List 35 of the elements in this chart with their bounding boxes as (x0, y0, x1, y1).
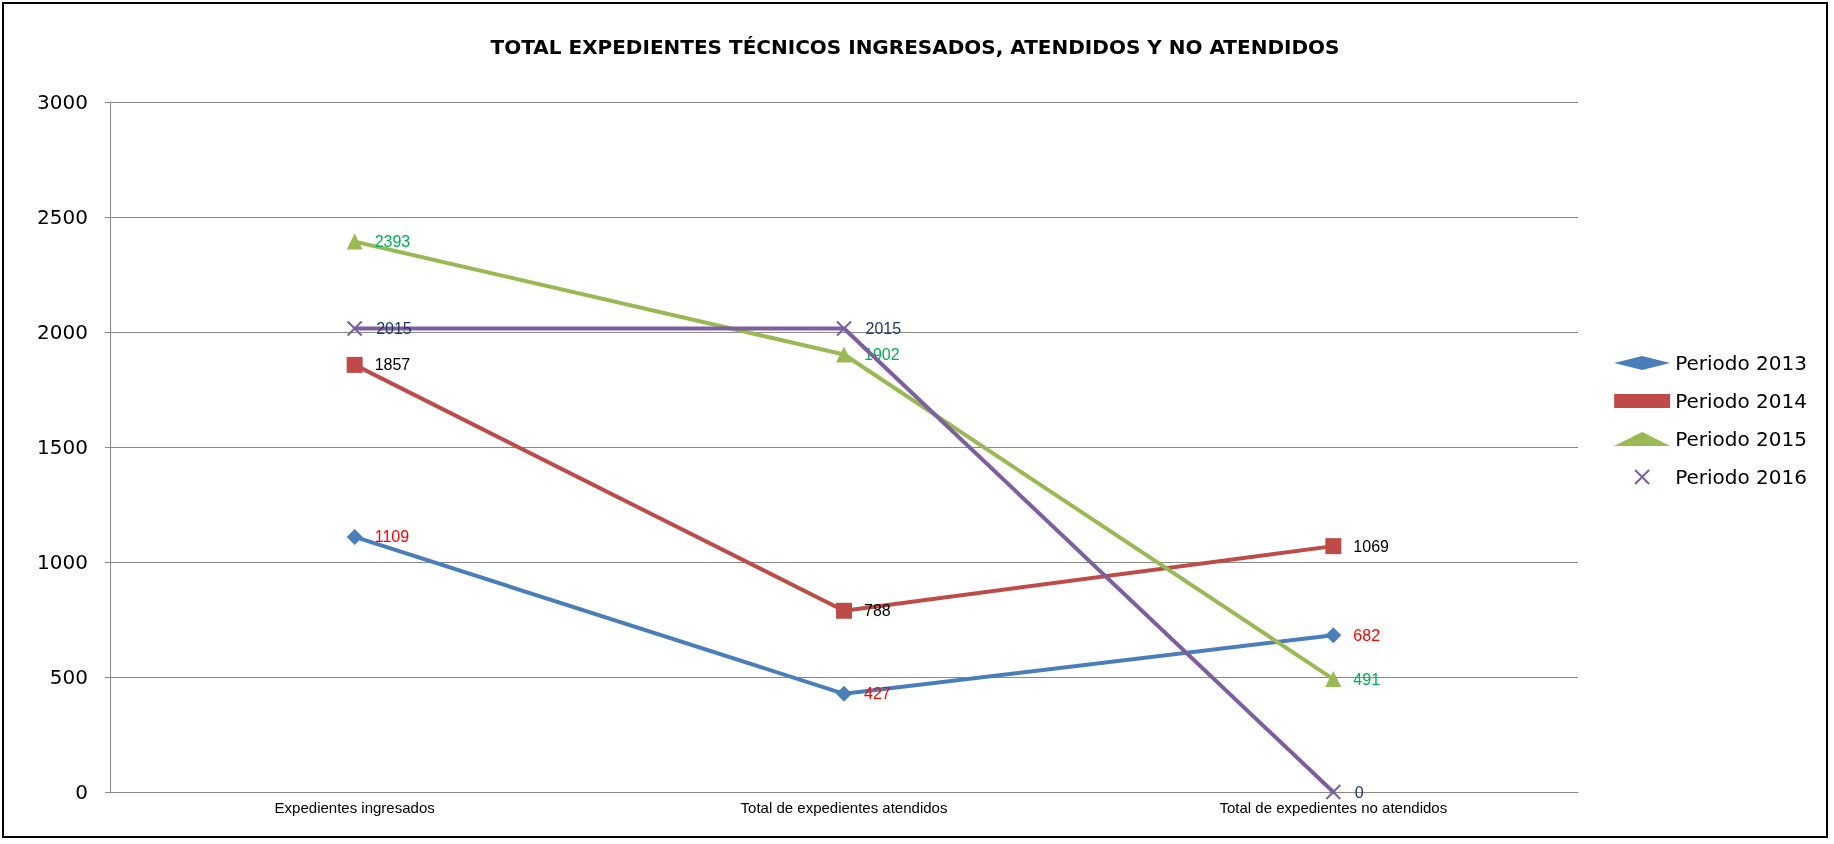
point (836, 346, 852, 363)
data-label: 1109 (374, 528, 410, 546)
data-label: 1069 (1353, 537, 1390, 555)
data-label: 682 (1353, 626, 1381, 644)
point (1325, 627, 1342, 644)
y-tick-label: 0 (75, 780, 88, 804)
legend-label: Periodo 2014 (1675, 389, 1807, 413)
y-tick-label: 500 (49, 665, 88, 689)
legend-label: Periodo 2015 (1675, 427, 1807, 451)
point (1325, 784, 1342, 800)
chart-title: TOTAL EXPEDIENTES TÉCNICOS INGRESADOS, ATENDIDOS Y NO ATENDIDOS (490, 35, 1340, 59)
data-label: 0 (1354, 783, 1364, 801)
data-label: 2015 (865, 320, 902, 338)
y-tick-label: 1500 (37, 435, 88, 459)
y-tick-label: 2500 (37, 205, 88, 229)
point (346, 528, 363, 545)
data-label: 2393 (374, 233, 411, 251)
x-tick-label: Total de expedientes no atendidos (1219, 799, 1448, 816)
point (346, 233, 363, 250)
point (346, 320, 363, 337)
legend-label: Periodo 2016 (1675, 465, 1807, 489)
legend-label: Periodo 2013 (1675, 351, 1807, 375)
point (1325, 671, 1342, 688)
y-tick-label: 2000 (37, 320, 88, 344)
y-tick-label: 1000 (37, 550, 88, 574)
point (836, 602, 852, 619)
data-label: 491 (1353, 670, 1381, 688)
point (346, 356, 363, 373)
y-tick-label: 3000 (37, 90, 88, 114)
data-label: 1857 (374, 356, 411, 374)
x-tick-label: Total de expedientes atendidos (740, 799, 948, 816)
x-tick-label: Expedientes ingresados (274, 799, 435, 816)
point (836, 685, 852, 702)
point (836, 320, 852, 337)
point (1325, 538, 1342, 555)
